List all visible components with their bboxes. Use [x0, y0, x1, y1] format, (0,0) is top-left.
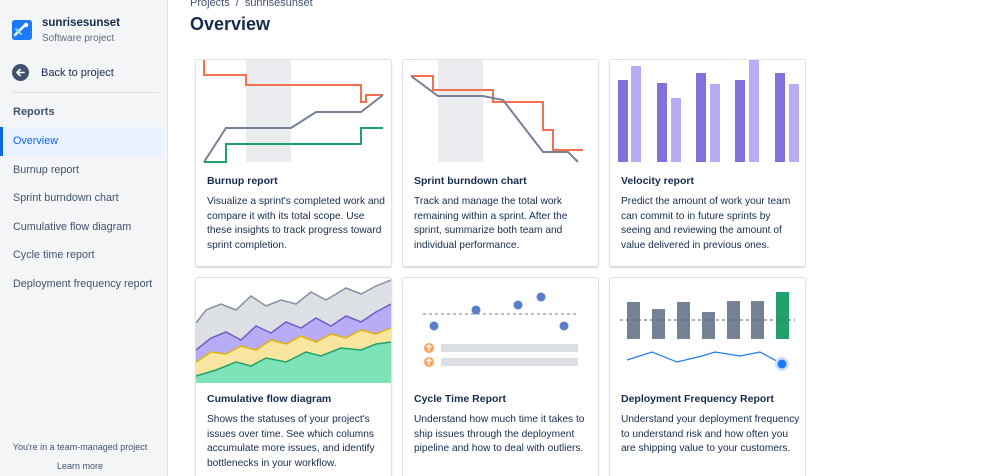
back-to-project-button[interactable]: Back to project	[12, 64, 114, 81]
sidebar-item-overview[interactable]: Overview	[0, 127, 163, 156]
card-title: Cycle Time Report	[414, 393, 507, 405]
back-label: Back to project	[41, 66, 114, 79]
sidebar-item-cycle-time-report[interactable]: Cycle time report	[13, 249, 95, 262]
burnup-illustration	[203, 60, 384, 163]
sprint-burndown-card[interactable]: Sprint burndown chart Track and manage t…	[402, 59, 599, 267]
cycle-time-illustration	[423, 292, 579, 367]
card-description: Understand your deployment frequency to …	[621, 414, 800, 454]
card-description: Track and manage the total work remainin…	[414, 196, 568, 251]
breadcrumb: Projects / sunrisesunset	[190, 0, 319, 9]
card-description: Understand how much time it takes to shi…	[414, 414, 585, 454]
team-managed-note: You're in a team-managed project	[12, 442, 148, 452]
card-description: Shows the statuses of your project's iss…	[207, 414, 375, 469]
sidebar-item-deployment-frequency-report[interactable]: Deployment frequency report	[13, 277, 153, 290]
learn-more-link[interactable]: Learn more	[56, 461, 104, 471]
card-description: Predict the amount of work your team can…	[621, 196, 791, 251]
project-logo-icon	[12, 20, 32, 40]
card-title: Cumulative flow diagram	[207, 393, 332, 405]
breadcrumb-separator: /	[235, 0, 239, 9]
reports-nav: Overview Burnup report Sprint burndown c…	[0, 127, 163, 299]
page-title: Overview	[190, 14, 271, 34]
project-name: sunrisesunset	[42, 17, 120, 29]
velocity-report-card[interactable]: Velocity report Predict the amount of wo…	[609, 59, 806, 267]
card-title: Burnup report	[207, 175, 278, 187]
project-type: Software project	[42, 33, 115, 44]
card-title: Velocity report	[621, 175, 694, 187]
cycle-time-card[interactable]: Cycle Time Report Understand how much ti…	[402, 277, 599, 476]
sidebar: sunrisesunset Software project Back to p…	[0, 0, 168, 476]
burndown-illustration	[410, 60, 583, 163]
deployment-frequency-card[interactable]: Deployment Frequency Report Understand y…	[609, 277, 806, 476]
cumulative-flow-illustration	[196, 279, 391, 383]
velocity-illustration	[618, 60, 799, 162]
sidebar-item-sprint-burndown-chart[interactable]: Sprint burndown chart	[13, 192, 119, 205]
cumulative-flow-card[interactable]: Cumulative flow diagram Shows the status…	[195, 277, 392, 476]
breadcrumb-project[interactable]: sunrisesunset	[244, 0, 313, 9]
arrow-left-icon	[12, 64, 29, 81]
breadcrumb-projects[interactable]: Projects	[190, 0, 230, 9]
deployment-frequency-illustration	[620, 292, 795, 371]
card-description: Visualize a sprint's completed work and …	[207, 196, 385, 251]
project-header[interactable]: sunrisesunset Software project	[12, 16, 120, 46]
sidebar-item-cumulative-flow-diagram[interactable]: Cumulative flow diagram	[13, 220, 132, 233]
burnup-report-card[interactable]: Burnup report Visualize a sprint's compl…	[195, 59, 392, 267]
sidebar-item-burnup-report[interactable]: Burnup report	[13, 163, 80, 176]
sidebar-divider	[12, 92, 159, 93]
reports-section-title: Reports	[13, 106, 55, 118]
card-title: Deployment Frequency Report	[621, 393, 774, 405]
card-title: Sprint burndown chart	[414, 175, 527, 187]
